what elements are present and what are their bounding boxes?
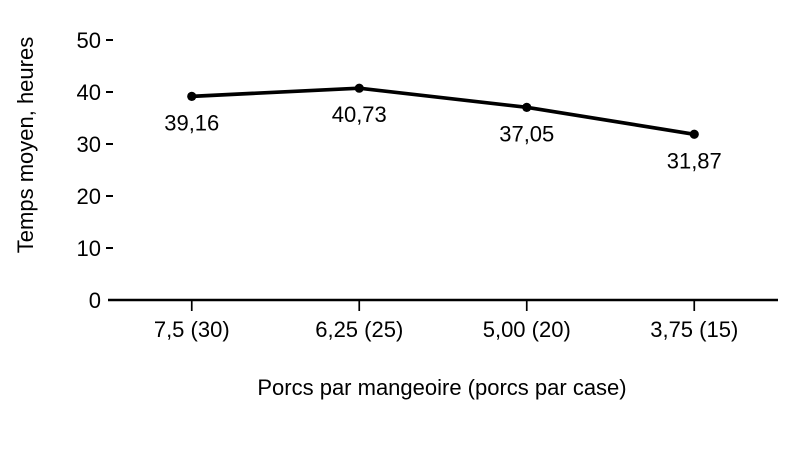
y-tick-label: 40 xyxy=(77,80,101,105)
x-tick-label: 6,25 (25) xyxy=(315,317,403,342)
y-tick-label: 20 xyxy=(77,184,101,209)
data-point-label: 37,05 xyxy=(499,121,554,146)
data-point-marker xyxy=(689,129,699,139)
data-point-label: 31,87 xyxy=(667,148,722,173)
y-tick-label: 30 xyxy=(77,132,101,157)
series-line xyxy=(191,86,695,137)
data-labels: 39,16 40,73 37,05 31,87 xyxy=(164,102,722,173)
data-point-marker xyxy=(187,91,197,101)
x-tick-label: 3,75 (15) xyxy=(650,317,738,342)
y-tick-label: 10 xyxy=(77,236,101,261)
data-point-marker xyxy=(522,102,532,112)
data-series xyxy=(187,83,699,139)
x-axis: 7,5 (30) 6,25 (25) 5,00 (20) 3,75 (15) xyxy=(108,298,778,342)
y-axis-title: Temps moyen, heures xyxy=(13,37,38,253)
y-tick-label: 50 xyxy=(77,28,101,53)
x-axis-title: Porcs par mangeoire (porcs par case) xyxy=(257,375,626,400)
data-point-marker xyxy=(354,83,364,93)
data-point-label: 40,73 xyxy=(332,102,387,127)
x-tick-label: 5,00 (20) xyxy=(483,317,571,342)
y-tick-label: 0 xyxy=(89,288,101,313)
y-axis: 0 10 20 30 40 50 xyxy=(77,28,113,313)
x-tick-label: 7,5 (30) xyxy=(154,317,230,342)
data-point-label: 39,16 xyxy=(164,110,219,135)
